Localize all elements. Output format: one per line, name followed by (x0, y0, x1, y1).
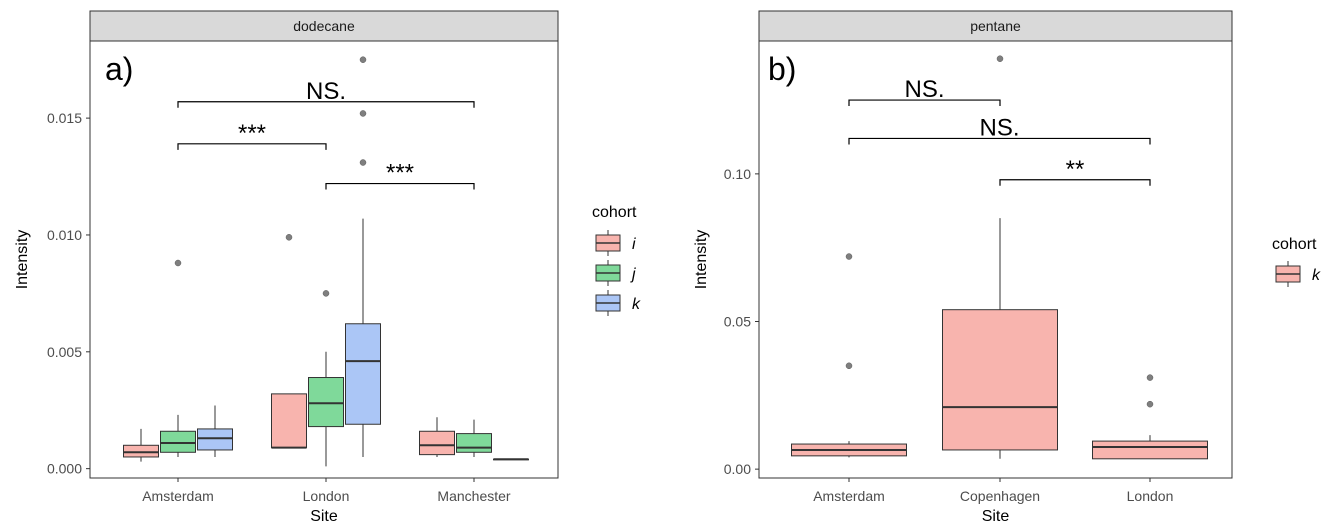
outlier-point (285, 234, 293, 241)
box-london-j (308, 290, 344, 467)
outlier-point (322, 290, 330, 297)
panel-pentane: pentane 0.00 0.05 0.10 Amsterdam Copenhagen Lo… (693, 10, 1321, 525)
strip-label: pentane (970, 18, 1021, 34)
bracket-line (848, 99, 1001, 107)
outlier-point (359, 110, 367, 117)
bracket-label: *** (238, 120, 266, 147)
significance-bracket: NS. (848, 76, 1001, 107)
bracket-label: NS. (904, 76, 944, 103)
box-body (1092, 440, 1208, 460)
box-body (271, 393, 307, 449)
box-body (197, 428, 233, 451)
box-body (419, 430, 455, 456)
outlier-point (1146, 400, 1154, 408)
outlier-point (1146, 374, 1154, 381)
x-tick-label: Manchester (437, 488, 510, 504)
significance-bracket: ** (999, 156, 1151, 186)
bracket-line (848, 137, 1151, 145)
x-axis-title: Site (982, 508, 1010, 525)
plot-border (89, 40, 559, 479)
box-london-k (1092, 374, 1208, 460)
bracket-line (177, 143, 327, 150)
box-body (942, 309, 1058, 451)
bracket-label: ** (1066, 156, 1085, 183)
legend-label: k (632, 296, 641, 313)
bracket-line (177, 101, 475, 108)
legend: cohort ijk (592, 204, 641, 316)
legend-title: cohort (1272, 236, 1317, 253)
y-tick-label: 0.05 (724, 314, 751, 330)
bracket-label: NS. (979, 114, 1019, 141)
legend-label: i (632, 236, 636, 253)
box-london-k (345, 56, 381, 457)
outlier-point (845, 362, 853, 370)
outlier-point (996, 55, 1004, 62)
legend-label: k (1312, 267, 1321, 284)
strip-label: dodecane (293, 18, 355, 34)
x-tick-label: London (1127, 488, 1174, 504)
x-tick-label: Amsterdam (142, 488, 214, 504)
y-axis-title: Intensity (14, 230, 31, 290)
strip-header (89, 10, 559, 42)
box-manchester-j (456, 419, 492, 457)
box-body (456, 433, 492, 453)
significance-bracket: NS. (177, 78, 475, 108)
strip-header (758, 10, 1233, 42)
box-manchester-i (419, 417, 455, 457)
box-amsterdam-k (791, 253, 907, 458)
bracket-label: *** (386, 160, 414, 187)
box-manchester-k (493, 458, 529, 461)
box-amsterdam-i (123, 428, 159, 462)
box-london-i (271, 234, 307, 449)
y-tick-label: 0.010 (47, 227, 82, 243)
x-tick-label: Copenhagen (960, 488, 1040, 504)
y-tick-label: 0.10 (724, 166, 751, 182)
y-tick-label: 0.015 (47, 110, 82, 126)
plot-border (758, 40, 1233, 479)
bracket-line (999, 179, 1151, 186)
significance-bracket: *** (325, 160, 475, 190)
box-body (160, 430, 196, 453)
y-axis-title: Intensity (693, 230, 710, 290)
y-tick-label: 0.000 (47, 461, 82, 477)
outlier-point (359, 159, 367, 166)
panel-dodecane: dodecane 0.000 0.005 0.010 0.015 Amsterdam Lon… (14, 10, 641, 525)
x-tick-label: Amsterdam (813, 488, 885, 504)
x-tick-label: London (303, 488, 350, 504)
outlier-point (174, 259, 182, 267)
box-amsterdam-j (160, 259, 196, 457)
legend-label: j (630, 266, 636, 283)
panel-tag: a) (105, 51, 133, 87)
panel-tag: b) (768, 51, 796, 87)
box-copenhagen-k (942, 55, 1058, 459)
box-body (123, 444, 159, 458)
bracket-label: NS. (306, 78, 346, 105)
bracket-line (325, 182, 475, 190)
box-body (345, 323, 381, 425)
significance-bracket: NS. (848, 114, 1151, 145)
y-tick-label: 0.00 (724, 461, 751, 477)
x-axis-title: Site (310, 508, 338, 525)
legend-title: cohort (592, 204, 637, 221)
box-amsterdam-k (197, 405, 233, 457)
outlier-point (359, 56, 367, 63)
legend: cohort k (1272, 236, 1321, 287)
y-tick-label: 0.005 (47, 344, 82, 360)
significance-bracket: *** (177, 120, 327, 150)
outlier-point (845, 253, 853, 260)
box-body (308, 377, 344, 428)
